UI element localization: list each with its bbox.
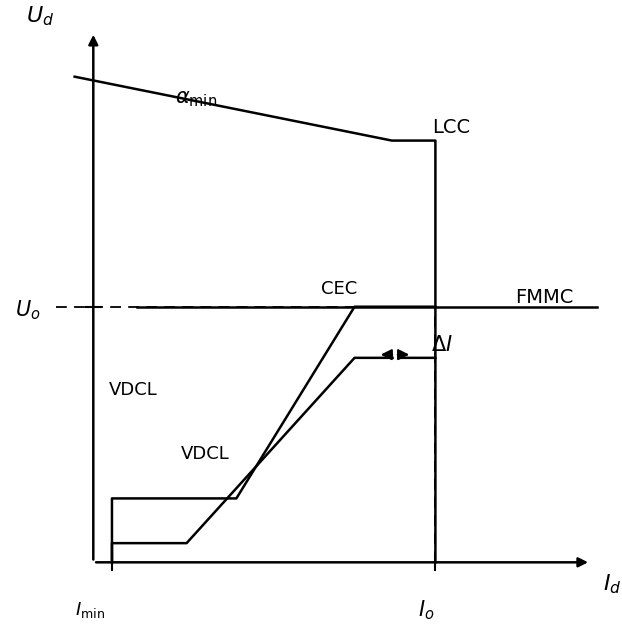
Text: $I_d$: $I_d$ (603, 573, 622, 596)
Text: $\Delta I$: $\Delta I$ (430, 335, 453, 355)
Text: $I_o$: $I_o$ (418, 599, 434, 622)
Text: $\alpha_{\mathrm{min}}$: $\alpha_{\mathrm{min}}$ (175, 89, 217, 109)
Text: $I_{\mathrm{min}}$: $I_{\mathrm{min}}$ (75, 600, 105, 620)
Text: VDCL: VDCL (109, 381, 158, 399)
Text: FMMC: FMMC (515, 288, 573, 307)
Text: LCC: LCC (432, 118, 470, 137)
Text: $U_d$: $U_d$ (26, 4, 55, 27)
Text: $U_o$: $U_o$ (15, 298, 41, 321)
Text: CEC: CEC (321, 281, 357, 298)
Text: VDCL: VDCL (181, 445, 230, 463)
